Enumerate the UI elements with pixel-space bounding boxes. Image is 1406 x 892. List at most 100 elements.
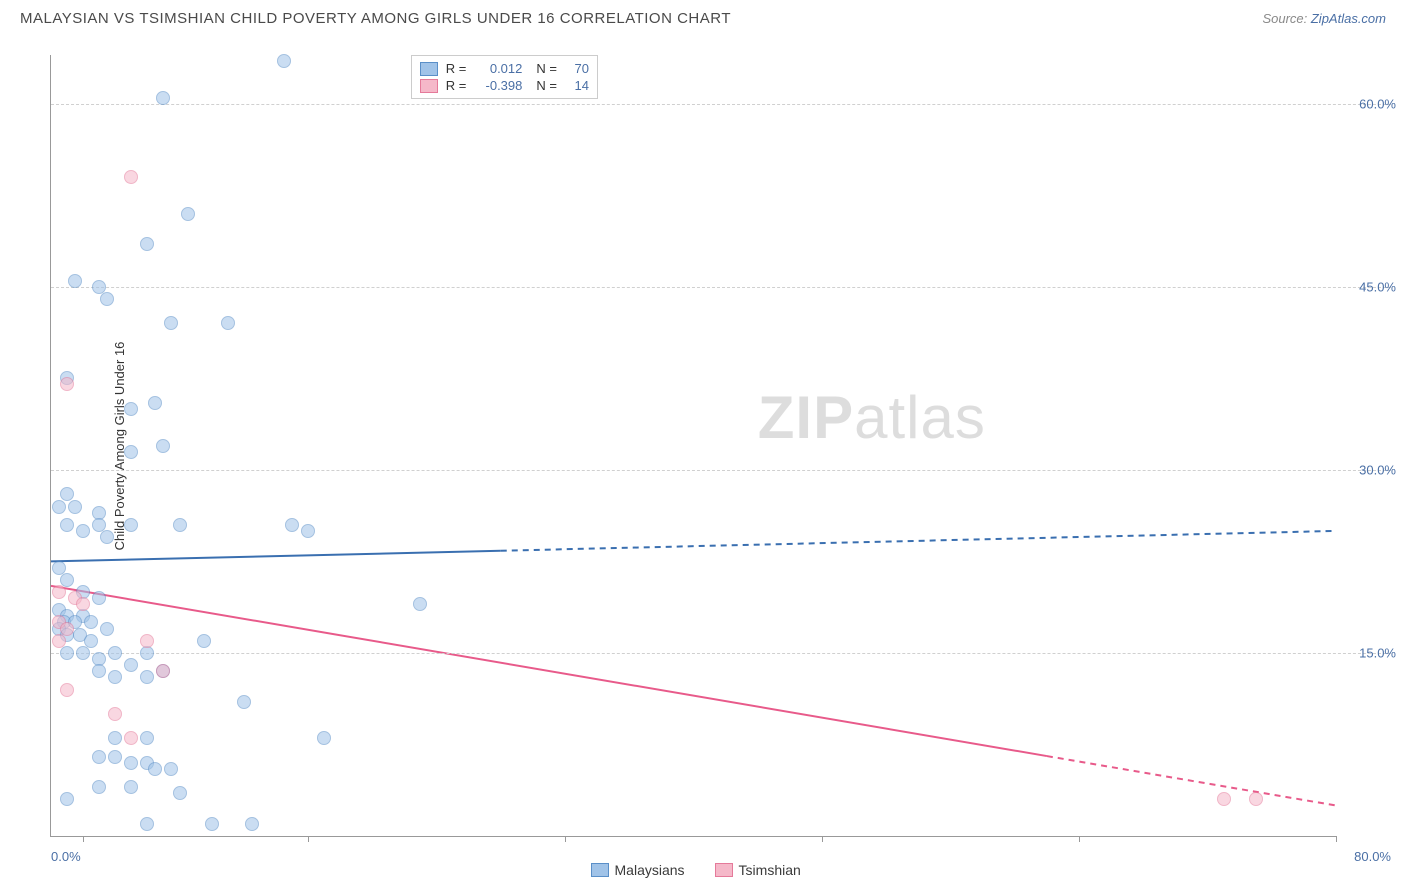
data-point	[108, 670, 122, 684]
data-point	[52, 585, 66, 599]
correlation-legend: R = 0.012 N = 70 R = -0.398 N = 14	[411, 55, 598, 99]
data-point	[100, 292, 114, 306]
data-point	[140, 646, 154, 660]
gridline	[51, 470, 1391, 471]
x-tick	[565, 836, 566, 842]
data-point	[100, 530, 114, 544]
data-point	[108, 646, 122, 660]
data-point	[285, 518, 299, 532]
data-point	[1249, 792, 1263, 806]
data-point	[124, 780, 138, 794]
x-tick	[1079, 836, 1080, 842]
data-point	[60, 622, 74, 636]
series-legend: Malaysians Tsimshian	[591, 862, 801, 878]
data-point	[140, 634, 154, 648]
data-point	[52, 500, 66, 514]
gridline	[51, 287, 1391, 288]
data-point	[148, 762, 162, 776]
data-point	[108, 731, 122, 745]
data-point	[156, 664, 170, 678]
data-point	[76, 524, 90, 538]
swatch-malaysians	[591, 863, 609, 877]
data-point	[277, 54, 291, 68]
data-point	[124, 658, 138, 672]
n-label: N =	[536, 78, 557, 93]
data-point	[181, 207, 195, 221]
data-point	[92, 780, 106, 794]
x-tick	[308, 836, 309, 842]
data-point	[140, 237, 154, 251]
legend-label-malaysians: Malaysians	[615, 862, 685, 878]
source-link[interactable]: ZipAtlas.com	[1311, 11, 1386, 26]
n-value-tsimshian: 14	[563, 78, 589, 93]
r-label: R =	[446, 78, 467, 93]
data-point	[124, 402, 138, 416]
data-point	[108, 707, 122, 721]
data-point	[148, 396, 162, 410]
data-point	[68, 274, 82, 288]
y-tick-label: 15.0%	[1359, 645, 1396, 660]
data-point	[76, 646, 90, 660]
r-value-tsimshian: -0.398	[472, 78, 522, 93]
data-point	[92, 750, 106, 764]
legend-row-tsimshian: R = -0.398 N = 14	[420, 77, 589, 94]
data-point	[156, 439, 170, 453]
data-point	[100, 622, 114, 636]
data-point	[221, 316, 235, 330]
y-tick-label: 45.0%	[1359, 279, 1396, 294]
data-point	[1217, 792, 1231, 806]
source-attribution: Source: ZipAtlas.com	[1262, 11, 1386, 26]
data-point	[60, 792, 74, 806]
legend-label-tsimshian: Tsimshian	[739, 862, 801, 878]
data-point	[60, 683, 74, 697]
legend-item-tsimshian: Tsimshian	[715, 862, 801, 878]
data-point	[60, 646, 74, 660]
gridline	[51, 104, 1391, 105]
data-point	[60, 377, 74, 391]
data-point	[140, 731, 154, 745]
x-tick	[822, 836, 823, 842]
n-label: N =	[536, 61, 557, 76]
data-point	[108, 750, 122, 764]
data-point	[92, 664, 106, 678]
y-tick-label: 30.0%	[1359, 462, 1396, 477]
data-point	[124, 731, 138, 745]
trend-lines-svg	[51, 55, 1336, 836]
data-point	[60, 518, 74, 532]
data-point	[92, 591, 106, 605]
r-value-malaysians: 0.012	[472, 61, 522, 76]
legend-item-malaysians: Malaysians	[591, 862, 685, 878]
data-point	[124, 756, 138, 770]
x-axis-max-label: 80.0%	[1354, 849, 1391, 864]
swatch-tsimshian	[420, 79, 438, 93]
data-point	[68, 500, 82, 514]
data-point	[76, 597, 90, 611]
data-point	[173, 786, 187, 800]
data-point	[84, 634, 98, 648]
data-point	[301, 524, 315, 538]
data-point	[317, 731, 331, 745]
chart-plot-area: ZIPatlas R = 0.012 N = 70 R = -0.398 N =…	[50, 55, 1336, 837]
data-point	[124, 170, 138, 184]
data-point	[164, 762, 178, 776]
n-value-malaysians: 70	[563, 61, 589, 76]
data-point	[156, 91, 170, 105]
data-point	[197, 634, 211, 648]
swatch-malaysians	[420, 62, 438, 76]
data-point	[164, 316, 178, 330]
y-tick-label: 60.0%	[1359, 96, 1396, 111]
x-axis-min-label: 0.0%	[51, 849, 81, 864]
data-point	[245, 817, 259, 831]
data-point	[124, 445, 138, 459]
data-point	[140, 670, 154, 684]
data-point	[205, 817, 219, 831]
legend-row-malaysians: R = 0.012 N = 70	[420, 60, 589, 77]
data-point	[413, 597, 427, 611]
data-point	[237, 695, 251, 709]
data-point	[173, 518, 187, 532]
swatch-tsimshian	[715, 863, 733, 877]
data-point	[140, 817, 154, 831]
gridline	[51, 653, 1391, 654]
data-point	[124, 518, 138, 532]
data-point	[84, 615, 98, 629]
